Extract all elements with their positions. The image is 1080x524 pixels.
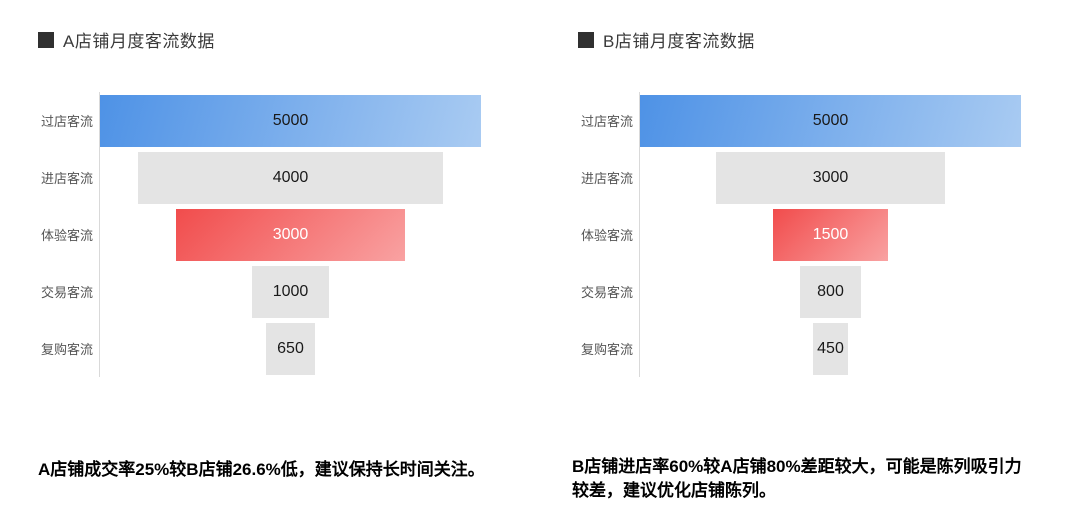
bar-area: 800 <box>639 263 1021 320</box>
funnel-bar: 3000 <box>176 208 405 261</box>
category-label: 过店客流 <box>580 114 633 129</box>
value-label: 1000 <box>272 282 309 300</box>
funnel-row: 进店客流 3000 <box>540 149 1080 206</box>
bar-area: 5000 <box>99 92 481 149</box>
store-b-panel: B店铺月度客流数据 过店客流 5000 进店客流 3000 体验客流 1500 交易客流 80… <box>540 0 1080 524</box>
category-label: 复购客流 <box>580 342 633 357</box>
funnel-bar: 5000 <box>640 94 1021 147</box>
bar-area: 3000 <box>639 149 1021 206</box>
funnel-bar: 4000 <box>138 151 443 204</box>
category-label: 体验客流 <box>580 228 633 243</box>
funnel-chart-a: 过店客流 5000 进店客流 4000 体验客流 3000 交易客流 1000 复购客流 650 <box>0 92 540 377</box>
funnel-row: 交易客流 1000 <box>0 263 540 320</box>
funnel-row: 体验客流 1500 <box>540 206 1080 263</box>
bar-area: 1500 <box>639 206 1021 263</box>
funnel-bar: 650 <box>265 322 316 375</box>
bar-area: 5000 <box>639 92 1021 149</box>
funnel-bar: 5000 <box>100 94 481 147</box>
value-label: 5000 <box>272 111 309 129</box>
bar-area: 450 <box>639 320 1021 377</box>
value-label: 450 <box>817 339 844 357</box>
funnel-row: 体验客流 3000 <box>0 206 540 263</box>
funnel-bar: 3000 <box>716 151 945 204</box>
funnel-row: 复购客流 650 <box>0 320 540 377</box>
funnel-row: 交易客流 800 <box>540 263 1080 320</box>
insight-caption-b: B店铺进店率60%较A店铺80%差距较大，可能是陈列吸引力较差，建议优化店铺陈列… <box>572 457 1022 500</box>
bar-area: 4000 <box>99 149 481 206</box>
funnel-chart-b: 过店客流 5000 进店客流 3000 体验客流 1500 交易客流 800 复购客流 450 <box>540 92 1080 377</box>
bar-area: 650 <box>99 320 481 377</box>
title-marker-icon <box>578 31 594 48</box>
category-label: 复购客流 <box>40 342 93 357</box>
category-label: 进店客流 <box>580 171 633 186</box>
funnel-row: 过店客流 5000 <box>540 92 1080 149</box>
bar-area: 3000 <box>99 206 481 263</box>
value-label: 3000 <box>272 225 309 243</box>
chart-title-b: B店铺月度客流数据 <box>578 27 755 52</box>
insight-caption-a: A店铺成交率25%较B店铺26.6%低，建议保持长时间关注。 <box>38 460 485 479</box>
funnel-bar: 450 <box>813 322 848 375</box>
value-label: 4000 <box>272 168 309 186</box>
funnel-bar: 1500 <box>773 208 888 261</box>
bar-area: 1000 <box>99 263 481 320</box>
category-label: 进店客流 <box>40 171 93 186</box>
category-label: 交易客流 <box>40 285 93 300</box>
value-label: 800 <box>817 282 844 300</box>
funnel-bar: 800 <box>800 265 861 318</box>
chart-title-a: A店铺月度客流数据 <box>38 27 215 52</box>
funnel-row: 复购客流 450 <box>540 320 1080 377</box>
value-label: 650 <box>277 339 304 357</box>
value-label: 3000 <box>812 168 849 186</box>
category-label: 过店客流 <box>40 114 93 129</box>
chart-title-text: B店铺月度客流数据 <box>603 32 755 51</box>
funnel-row: 进店客流 4000 <box>0 149 540 206</box>
category-label: 交易客流 <box>580 285 633 300</box>
title-marker-icon <box>38 31 54 48</box>
funnel-row: 过店客流 5000 <box>0 92 540 149</box>
category-label: 体验客流 <box>40 228 93 243</box>
store-a-panel: A店铺月度客流数据 过店客流 5000 进店客流 4000 体验客流 3000 交易客流 10… <box>0 27 540 479</box>
funnel-bar: 1000 <box>252 265 329 318</box>
value-label: 1500 <box>812 225 849 243</box>
chart-title-text: A店铺月度客流数据 <box>63 32 215 51</box>
value-label: 5000 <box>812 111 849 129</box>
